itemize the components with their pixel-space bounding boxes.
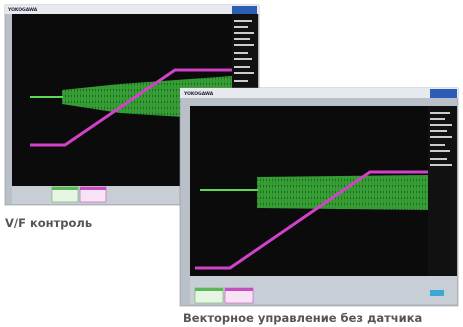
magenta-trace — [195, 170, 428, 270]
screen-vector: YOKOGAWA — [179, 87, 459, 307]
magenta-trace — [30, 68, 232, 147]
caption: Векторное управление без датчика — [183, 311, 422, 325]
brand: YOKOGAWA — [183, 91, 214, 97]
ch-tab — [52, 187, 78, 190]
ch-tab — [80, 187, 106, 190]
ch-tab — [225, 288, 253, 291]
caption: V/F контроль — [5, 216, 92, 230]
brand: YOKOGAWA — [7, 7, 38, 13]
header-bar — [5, 5, 259, 14]
ch-tab — [195, 288, 223, 291]
header-bar — [180, 88, 458, 98]
side-lines — [430, 112, 452, 166]
side-lines — [234, 20, 254, 82]
header-button — [430, 89, 457, 98]
status-box — [430, 290, 444, 296]
side-panel — [428, 106, 457, 276]
header-button — [232, 6, 257, 14]
